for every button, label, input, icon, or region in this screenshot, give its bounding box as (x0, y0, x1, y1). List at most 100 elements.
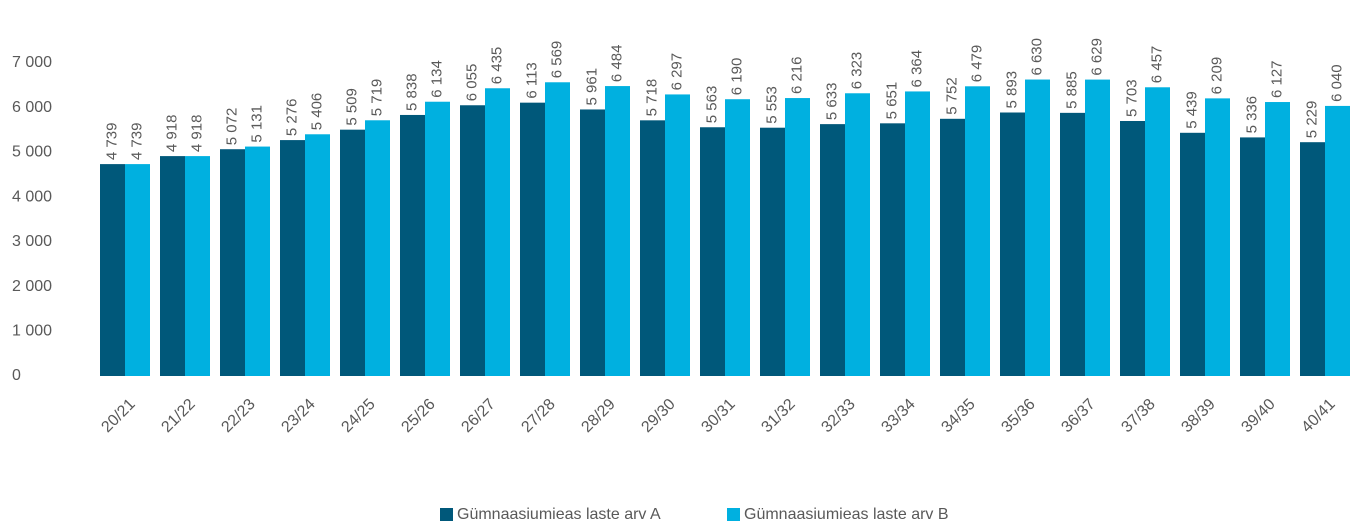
value-label: 6 479 (968, 45, 985, 83)
y-tick-label: 0 (12, 367, 21, 384)
bar (220, 149, 245, 376)
bar (965, 86, 990, 376)
value-label: 5 651 (883, 82, 900, 120)
value-label: 5 838 (403, 73, 420, 111)
value-label: 5 336 (1243, 96, 1260, 134)
value-label: 6 055 (463, 64, 480, 102)
x-tick-label: 34/35 (938, 396, 978, 436)
x-tick-label: 20/21 (98, 396, 138, 436)
value-label: 6 484 (608, 45, 625, 83)
bar (1000, 112, 1025, 376)
bar (845, 93, 870, 376)
legend-swatch (727, 508, 740, 521)
x-tick-label: 28/29 (578, 396, 618, 436)
bar (1265, 102, 1290, 376)
value-label: 6 127 (1268, 60, 1285, 98)
value-label: 5 752 (943, 77, 960, 115)
legend-label: Gümnaasiumieas laste arv B (744, 506, 949, 523)
x-tick-label: 36/37 (1058, 396, 1098, 436)
y-tick-label: 7 000 (12, 54, 52, 71)
bar (340, 129, 365, 376)
bar (940, 118, 965, 376)
bar (305, 134, 330, 376)
value-label: 4 918 (188, 115, 205, 153)
x-tick-label: 26/27 (458, 396, 498, 436)
bar (605, 86, 630, 376)
y-tick-label: 6 000 (12, 99, 52, 116)
bar (245, 146, 270, 376)
value-label: 4 918 (163, 115, 180, 153)
x-tick-label: 29/30 (638, 396, 678, 436)
legend-swatch (440, 508, 453, 521)
bar (760, 127, 785, 376)
value-label: 6 297 (668, 53, 685, 91)
y-tick-label: 2 000 (12, 278, 52, 295)
bar (580, 109, 605, 377)
x-tick-label: 33/34 (878, 396, 918, 436)
value-label: 6 569 (548, 41, 565, 79)
bar (1060, 112, 1085, 376)
bar (160, 156, 185, 376)
value-label: 5 509 (343, 88, 360, 126)
y-tick-label: 3 000 (12, 233, 52, 250)
bar (700, 127, 725, 376)
value-label: 5 893 (1003, 71, 1020, 109)
value-label: 6 209 (1208, 57, 1225, 95)
x-tick-label: 24/25 (338, 396, 378, 436)
value-label: 5 229 (1303, 101, 1320, 139)
bar (640, 120, 665, 376)
value-label: 5 703 (1123, 79, 1140, 117)
bar (880, 123, 905, 376)
bar (520, 102, 545, 377)
x-tick-label: 35/36 (998, 396, 1038, 436)
legend-label: Gümnaasiumieas laste arv A (457, 506, 661, 523)
bar (280, 140, 305, 376)
value-label: 6 040 (1328, 64, 1345, 102)
bar (820, 124, 845, 377)
value-label: 5 563 (703, 86, 720, 124)
value-label: 5 439 (1183, 91, 1200, 129)
x-tick-label: 30/31 (698, 396, 738, 436)
bar (365, 120, 390, 377)
value-label: 6 435 (488, 47, 505, 85)
bar (460, 105, 485, 376)
value-label: 6 323 (848, 52, 865, 90)
value-label: 5 961 (583, 68, 600, 106)
value-label: 5 718 (643, 79, 660, 117)
x-tick-label: 40/41 (1298, 396, 1338, 436)
bar (1205, 98, 1230, 376)
bar (1240, 137, 1265, 376)
x-tick-label: 27/28 (518, 396, 558, 436)
bar (1300, 142, 1325, 376)
value-label: 4 739 (128, 123, 145, 161)
value-label: 6 113 (523, 62, 540, 98)
x-tick-label: 23/24 (278, 396, 318, 436)
value-label: 6 629 (1088, 38, 1105, 76)
value-label: 5 406 (308, 93, 325, 131)
x-tick-label: 38/39 (1178, 396, 1218, 436)
bar (1180, 132, 1205, 376)
x-tick-label: 37/38 (1118, 396, 1158, 436)
value-label: 6 457 (1148, 46, 1165, 84)
value-label: 6 134 (428, 60, 445, 98)
value-label: 5 885 (1063, 71, 1080, 109)
y-tick-label: 4 000 (12, 188, 52, 205)
bar (100, 164, 125, 376)
value-label: 5 719 (368, 79, 385, 117)
value-label: 5 131 (248, 105, 265, 143)
x-tick-label: 39/40 (1238, 396, 1278, 436)
value-label: 5 553 (763, 86, 780, 124)
bar (905, 91, 930, 376)
bar (1325, 105, 1350, 376)
bar (665, 94, 690, 376)
value-label: 5 633 (823, 83, 840, 121)
x-tick-label: 21/22 (158, 396, 198, 436)
bar (425, 101, 450, 377)
y-tick-label: 5 000 (12, 144, 52, 161)
value-label: 6 216 (788, 57, 805, 95)
value-label: 6 190 (728, 58, 745, 96)
value-label: 6 630 (1028, 38, 1045, 76)
value-label: 4 739 (103, 123, 120, 161)
